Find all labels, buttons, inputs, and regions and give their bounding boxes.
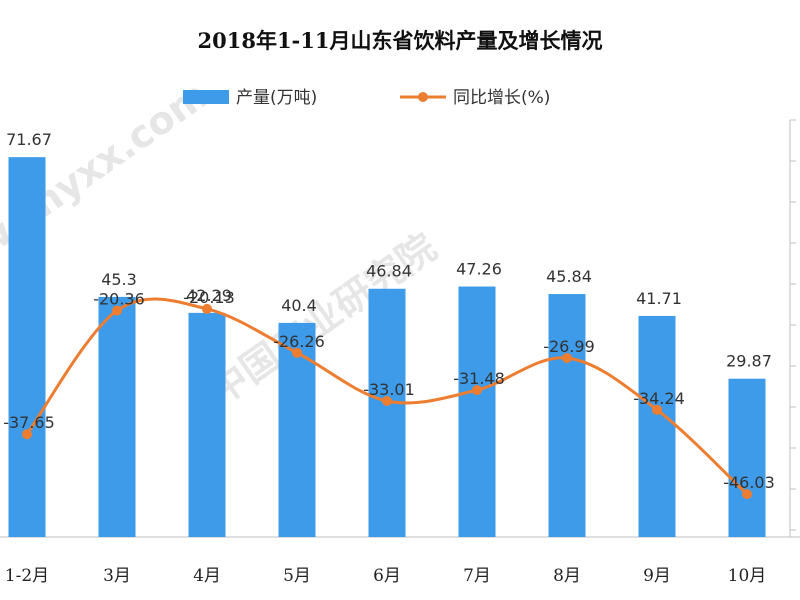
legend-label-line: 同比增长(%): [453, 88, 550, 108]
x-tick-label: 8月: [553, 566, 581, 586]
legend-label-bar: 产量(万吨): [236, 88, 317, 108]
bar-value-label: 47.26: [456, 260, 502, 279]
growth-marker-8: [652, 404, 662, 415]
x-tick-label: 1-2月: [5, 566, 49, 586]
bar-3: [188, 312, 226, 537]
growth-value-label: -34.24: [633, 389, 685, 408]
growth-marker-7: [562, 352, 572, 363]
bar-value-label: 45.84: [546, 267, 592, 286]
growth-marker-2: [112, 305, 122, 316]
growth-marker-4: [292, 347, 302, 358]
growth-marker-6: [472, 385, 482, 396]
bar-5: [368, 288, 406, 537]
chart-title: 2018年1-11月山东省饮料产量及增长情况: [198, 28, 603, 53]
bar-value-label: 45.3: [101, 270, 137, 289]
x-tick-label: 4月: [193, 566, 221, 586]
growth-marker-5: [382, 396, 392, 407]
legend: 产量(万吨) 同比增长(%): [183, 88, 550, 108]
growth-value-label: -46.03: [723, 473, 775, 492]
x-tick-label: 7月: [463, 566, 491, 586]
bar-value-label: 42.29: [186, 286, 232, 305]
growth-marker-1: [22, 429, 32, 440]
growth-value-label: -26.26: [273, 332, 325, 351]
bar-value-label: 29.87: [726, 352, 772, 371]
growth-value-label: -33.01: [363, 380, 415, 399]
bar-7: [548, 294, 586, 537]
x-tick-label: 6月: [373, 566, 401, 586]
growth-marker-3: [202, 303, 212, 314]
growth-value-label: -31.48: [453, 369, 505, 388]
growth-marker-9: [742, 489, 752, 500]
growth-value-label: -20.13: [183, 288, 235, 307]
x-tick-label: 9月: [643, 566, 671, 586]
x-tick-label: 5月: [283, 566, 311, 586]
bar-value-label: 41.71: [636, 289, 682, 308]
growth-value-label: -20.36: [93, 290, 145, 309]
bar-6: [458, 286, 496, 537]
legend-swatch-bar: [183, 90, 229, 104]
bar-8: [638, 315, 676, 537]
bar-value-label: 40.4: [281, 296, 317, 315]
bar-2: [98, 296, 136, 537]
bar-value-label: 71.67: [6, 130, 52, 149]
x-tick-label: 3月: [103, 566, 131, 586]
growth-value-label: -26.99: [543, 337, 595, 356]
plot-area: 71.67 45.3 42.29 40.4 46.84 47.26 45.84 41.71 29…: [0, 119, 800, 586]
x-tick-label: 10月: [728, 566, 767, 586]
bar-9: [728, 378, 766, 537]
bar-value-label: 46.84: [366, 262, 412, 281]
bar-1: [8, 157, 46, 538]
legend-swatch-marker: [418, 92, 428, 102]
growth-value-label: -37.65: [3, 413, 55, 432]
